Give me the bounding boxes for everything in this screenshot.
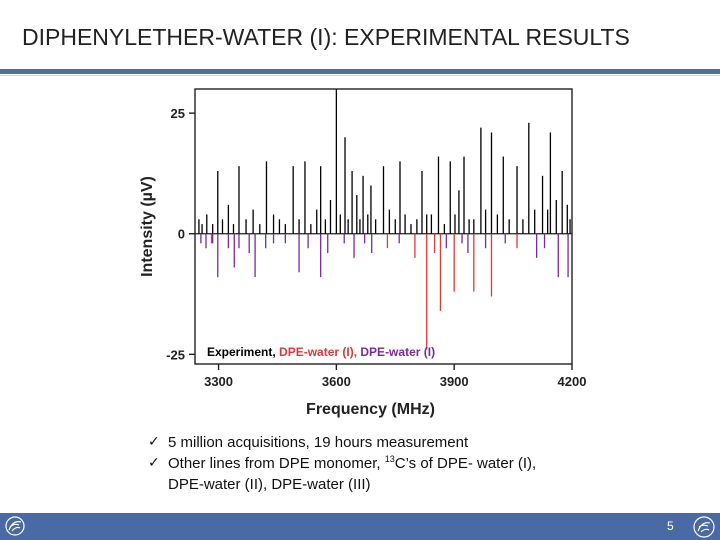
title-rule	[0, 69, 720, 74]
x-tick-label: 3600	[322, 374, 351, 389]
bullet-item: ✓ 5 million acquisitions, 19 hours measu…	[148, 432, 536, 453]
slide-title: DIPHENYLETHER-WATER (I): EXPERIMENTAL RE…	[22, 24, 630, 50]
bullet-text: Other lines from DPE monomer,	[168, 455, 385, 472]
isotope-superscript: 13	[384, 454, 395, 464]
page-number: 5	[667, 519, 674, 533]
institute-logo-icon	[5, 516, 25, 536]
y-tick-label: 25	[171, 106, 185, 121]
bullet-continuation: DPE-water (II), DPE-water (III)	[168, 476, 371, 493]
check-icon: ✓	[148, 455, 160, 471]
bullet-text-cont: C’s of DPE- water (I),	[394, 455, 537, 472]
check-icon: ✓	[148, 434, 160, 450]
spectrum-chart: 25 0 -25 3300 3600 3900 4200 Frequency (MHz) Int…	[139, 88, 587, 418]
bullet-text: 5 million acquisitions, 19 hours measure…	[168, 434, 469, 451]
plot-frame	[194, 88, 573, 365]
university-seal-icon	[693, 516, 715, 538]
legend-entry: Experiment,	[207, 345, 279, 359]
x-tick-label: 3300	[204, 374, 233, 389]
y-tick-label: 0	[178, 227, 185, 242]
x-tick-label: 4200	[558, 374, 587, 389]
bullet-list: ✓ 5 million acquisitions, 19 hours measu…	[148, 432, 536, 495]
legend-entry: DPE-water (I),	[279, 345, 360, 359]
bullet-item: ✓ Other lines from DPE monomer, 13C’s of…	[148, 453, 536, 474]
y-tick-label: -25	[166, 347, 185, 362]
footer-bar	[0, 513, 720, 540]
legend: Experiment, DPE-water (I), DPE-water (I)	[207, 345, 435, 359]
x-tick-label: 3900	[440, 374, 469, 389]
title-rule-thin	[0, 75, 720, 76]
x-axis-label: Frequency (MHz)	[306, 401, 435, 418]
y-axis-label: Intensity (µV)	[139, 176, 156, 277]
legend-entry: DPE-water (I)	[360, 345, 435, 359]
